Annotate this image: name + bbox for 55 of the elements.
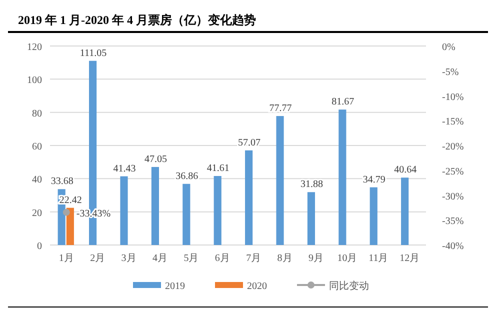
legend-label: 2019 — [165, 281, 185, 292]
y2-tick-label: -20% — [442, 142, 464, 152]
data-label: 41.61 — [206, 162, 230, 174]
y2-tick-label: -30% — [442, 191, 464, 202]
bar — [307, 192, 316, 245]
y-tick-label: 100 — [27, 75, 42, 86]
legend-label: 同比变动 — [329, 280, 369, 292]
bar — [120, 176, 128, 245]
bar — [182, 184, 190, 245]
y2-tick-label: 0% — [442, 42, 456, 53]
x-tick-label: 8月 — [277, 253, 292, 264]
data-label: 81.67 — [332, 96, 354, 108]
bar — [338, 110, 346, 245]
legend-label: 2020 — [247, 281, 267, 292]
bar — [245, 150, 253, 245]
y2-tick-label: -25% — [442, 166, 464, 178]
data-label: 111.05 — [80, 48, 107, 59]
bar — [66, 208, 74, 245]
data-label: 31.88 — [300, 179, 323, 190]
data-label: 47.05 — [144, 154, 167, 165]
y-tick-label: 40 — [32, 174, 42, 186]
bar — [214, 176, 222, 245]
x-tick-label: 2月 — [90, 253, 106, 264]
y2-tick-label: -40% — [442, 241, 464, 252]
bar — [401, 178, 409, 245]
x-tick-label: 12月 — [400, 253, 420, 264]
x-tick-label: 6月 — [214, 253, 230, 264]
bar — [151, 166, 159, 245]
y-tick-label: 0 — [37, 241, 42, 252]
data-label: 41.43 — [113, 163, 136, 174]
x-tick-label: 1月 — [58, 253, 74, 264]
x-tick-label: 11月 — [368, 253, 388, 264]
data-label: 34.79 — [362, 174, 386, 186]
y2-tick-label: -35% — [442, 216, 464, 228]
y2-tick-label: -10% — [442, 92, 464, 103]
y-tick-label: 60 — [32, 142, 42, 152]
y2-tick-label: -5% — [442, 66, 459, 78]
y2-tick-label: -15% — [442, 116, 464, 128]
data-label: 36.86 — [176, 170, 198, 182]
data-label: 57.07 — [238, 137, 261, 148]
bar — [276, 116, 284, 245]
x-tick-label: 9月 — [308, 253, 324, 264]
x-tick-label: 10月 — [337, 253, 358, 264]
chart-title: 2019 年 1 月-2020 年 4 月票房（亿）变化趋势 — [18, 13, 256, 27]
y-tick-label: 80 — [32, 108, 42, 120]
y-tick-label: 20 — [32, 208, 42, 219]
x-tick-label: 7月 — [246, 253, 262, 264]
data-label: 40.64 — [394, 164, 417, 176]
data-label: 33.68 — [50, 176, 74, 188]
x-tick-label: 5月 — [184, 253, 199, 264]
x-tick-label: 4月 — [152, 253, 168, 264]
x-tick-label: 3月 — [121, 253, 136, 264]
bar — [370, 187, 378, 245]
data-label: 77.77 — [269, 103, 292, 114]
y-tick-label: 120 — [27, 42, 42, 53]
